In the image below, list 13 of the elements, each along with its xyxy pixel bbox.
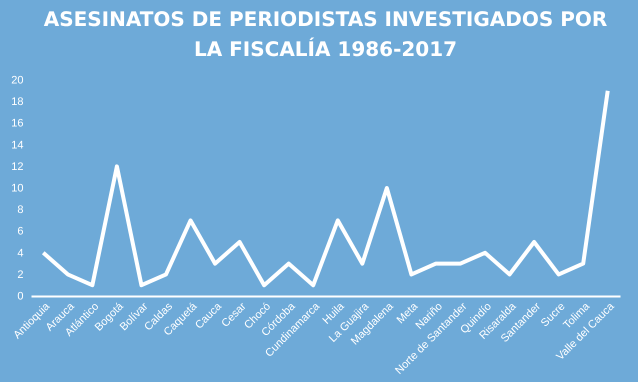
y-tick-label: 20 (11, 74, 24, 86)
line-series (41, 88, 610, 288)
chart-title: ASESINATOS DE PERIODISTAS INVESTIGADOS POR LA FISCALÍA 1986-2017 (44, 7, 608, 61)
y-tick-label: 16 (11, 118, 24, 130)
y-tick-label: 18 (11, 96, 24, 108)
y-tick-label: 6 (17, 226, 24, 238)
y-tick-label: 10 (11, 182, 24, 194)
y-tick-label: 8 (17, 204, 24, 216)
y-tick-label: 2 (17, 268, 24, 281)
y-tick-label: 12 (11, 160, 24, 173)
y-tick-label: 0 (17, 290, 24, 302)
y-tick-label: 4 (17, 247, 24, 260)
y-tick-label: 14 (11, 139, 24, 152)
